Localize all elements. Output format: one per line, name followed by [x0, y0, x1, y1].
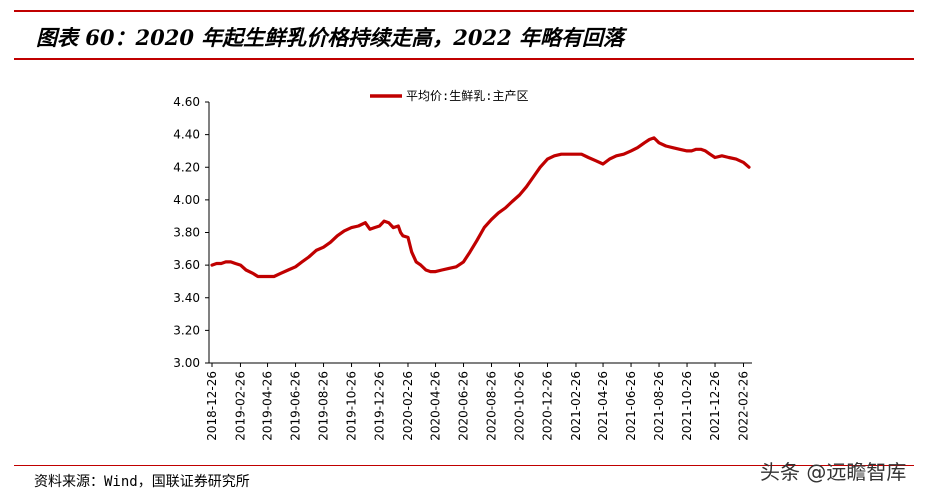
title-rule: [14, 58, 914, 60]
y-tick-label: 3.80: [173, 226, 200, 240]
x-tick-label: 2020-02-26: [401, 371, 415, 441]
x-axis-ticks: 2018-12-26 2019-02-26 2019-04-26 2019-06-26…: [205, 363, 750, 441]
x-tick-label: 2019-12-26: [373, 371, 387, 441]
y-tick-label: 3.60: [173, 258, 200, 272]
x-tick-label: 2021-12-26: [708, 371, 722, 441]
x-tick-label: 2020-12-26: [541, 371, 555, 441]
y-tick-label: 3.40: [173, 291, 200, 305]
x-tick-label: 2019-08-26: [317, 371, 331, 441]
y-tick-label: 4.60: [173, 95, 200, 109]
x-tick-label: 2020-06-26: [457, 371, 471, 441]
x-tick-label: 2021-10-26: [680, 371, 694, 441]
watermark: 头条 @远瞻智库: [760, 460, 907, 484]
x-tick-label: 2019-10-26: [345, 371, 359, 441]
source-note: 资料来源：Wind，国联证券研究所: [34, 474, 250, 490]
y-tick-label: 4.00: [173, 193, 200, 207]
y-tick-label: 3.20: [173, 323, 200, 337]
x-tick-label: 2020-10-26: [513, 371, 527, 441]
series-group: [210, 136, 751, 279]
x-tick-label: 2018-12-26: [205, 371, 219, 441]
x-tick-label: 2021-04-26: [596, 371, 610, 441]
x-tick-label: 2021-08-26: [652, 371, 666, 441]
x-tick-label: 2020-08-26: [485, 371, 499, 441]
page-title: 图表 60：2020 年起生鲜乳价格持续走高，2022 年略有回落: [36, 25, 625, 50]
y-axis-ticks: 3.00 3.20 3.40 3.60 3.80 4.00 4.20 4.40 4.60: [173, 95, 209, 370]
x-tick-label: 2019-04-26: [261, 371, 275, 441]
x-tick-label: 2022-02-26: [736, 371, 750, 441]
series-line: [210, 136, 751, 279]
x-tick-label: 2020-04-26: [429, 371, 443, 441]
legend-label: 平均价:生鲜乳:主产区: [406, 89, 528, 103]
chart-legend: 平均价:生鲜乳:主产区: [370, 89, 528, 103]
x-tick-label: 2021-02-26: [569, 371, 583, 441]
y-tick-label: 4.20: [173, 160, 200, 174]
x-tick-label: 2021-06-26: [624, 371, 638, 441]
top-rule: [14, 10, 914, 12]
x-tick-label: 2019-02-26: [233, 371, 247, 441]
y-tick-label: 4.40: [173, 128, 200, 142]
x-tick-label: 2019-06-26: [289, 371, 303, 441]
bottom-rule: [14, 465, 914, 466]
y-tick-label: 3.00: [173, 356, 200, 370]
